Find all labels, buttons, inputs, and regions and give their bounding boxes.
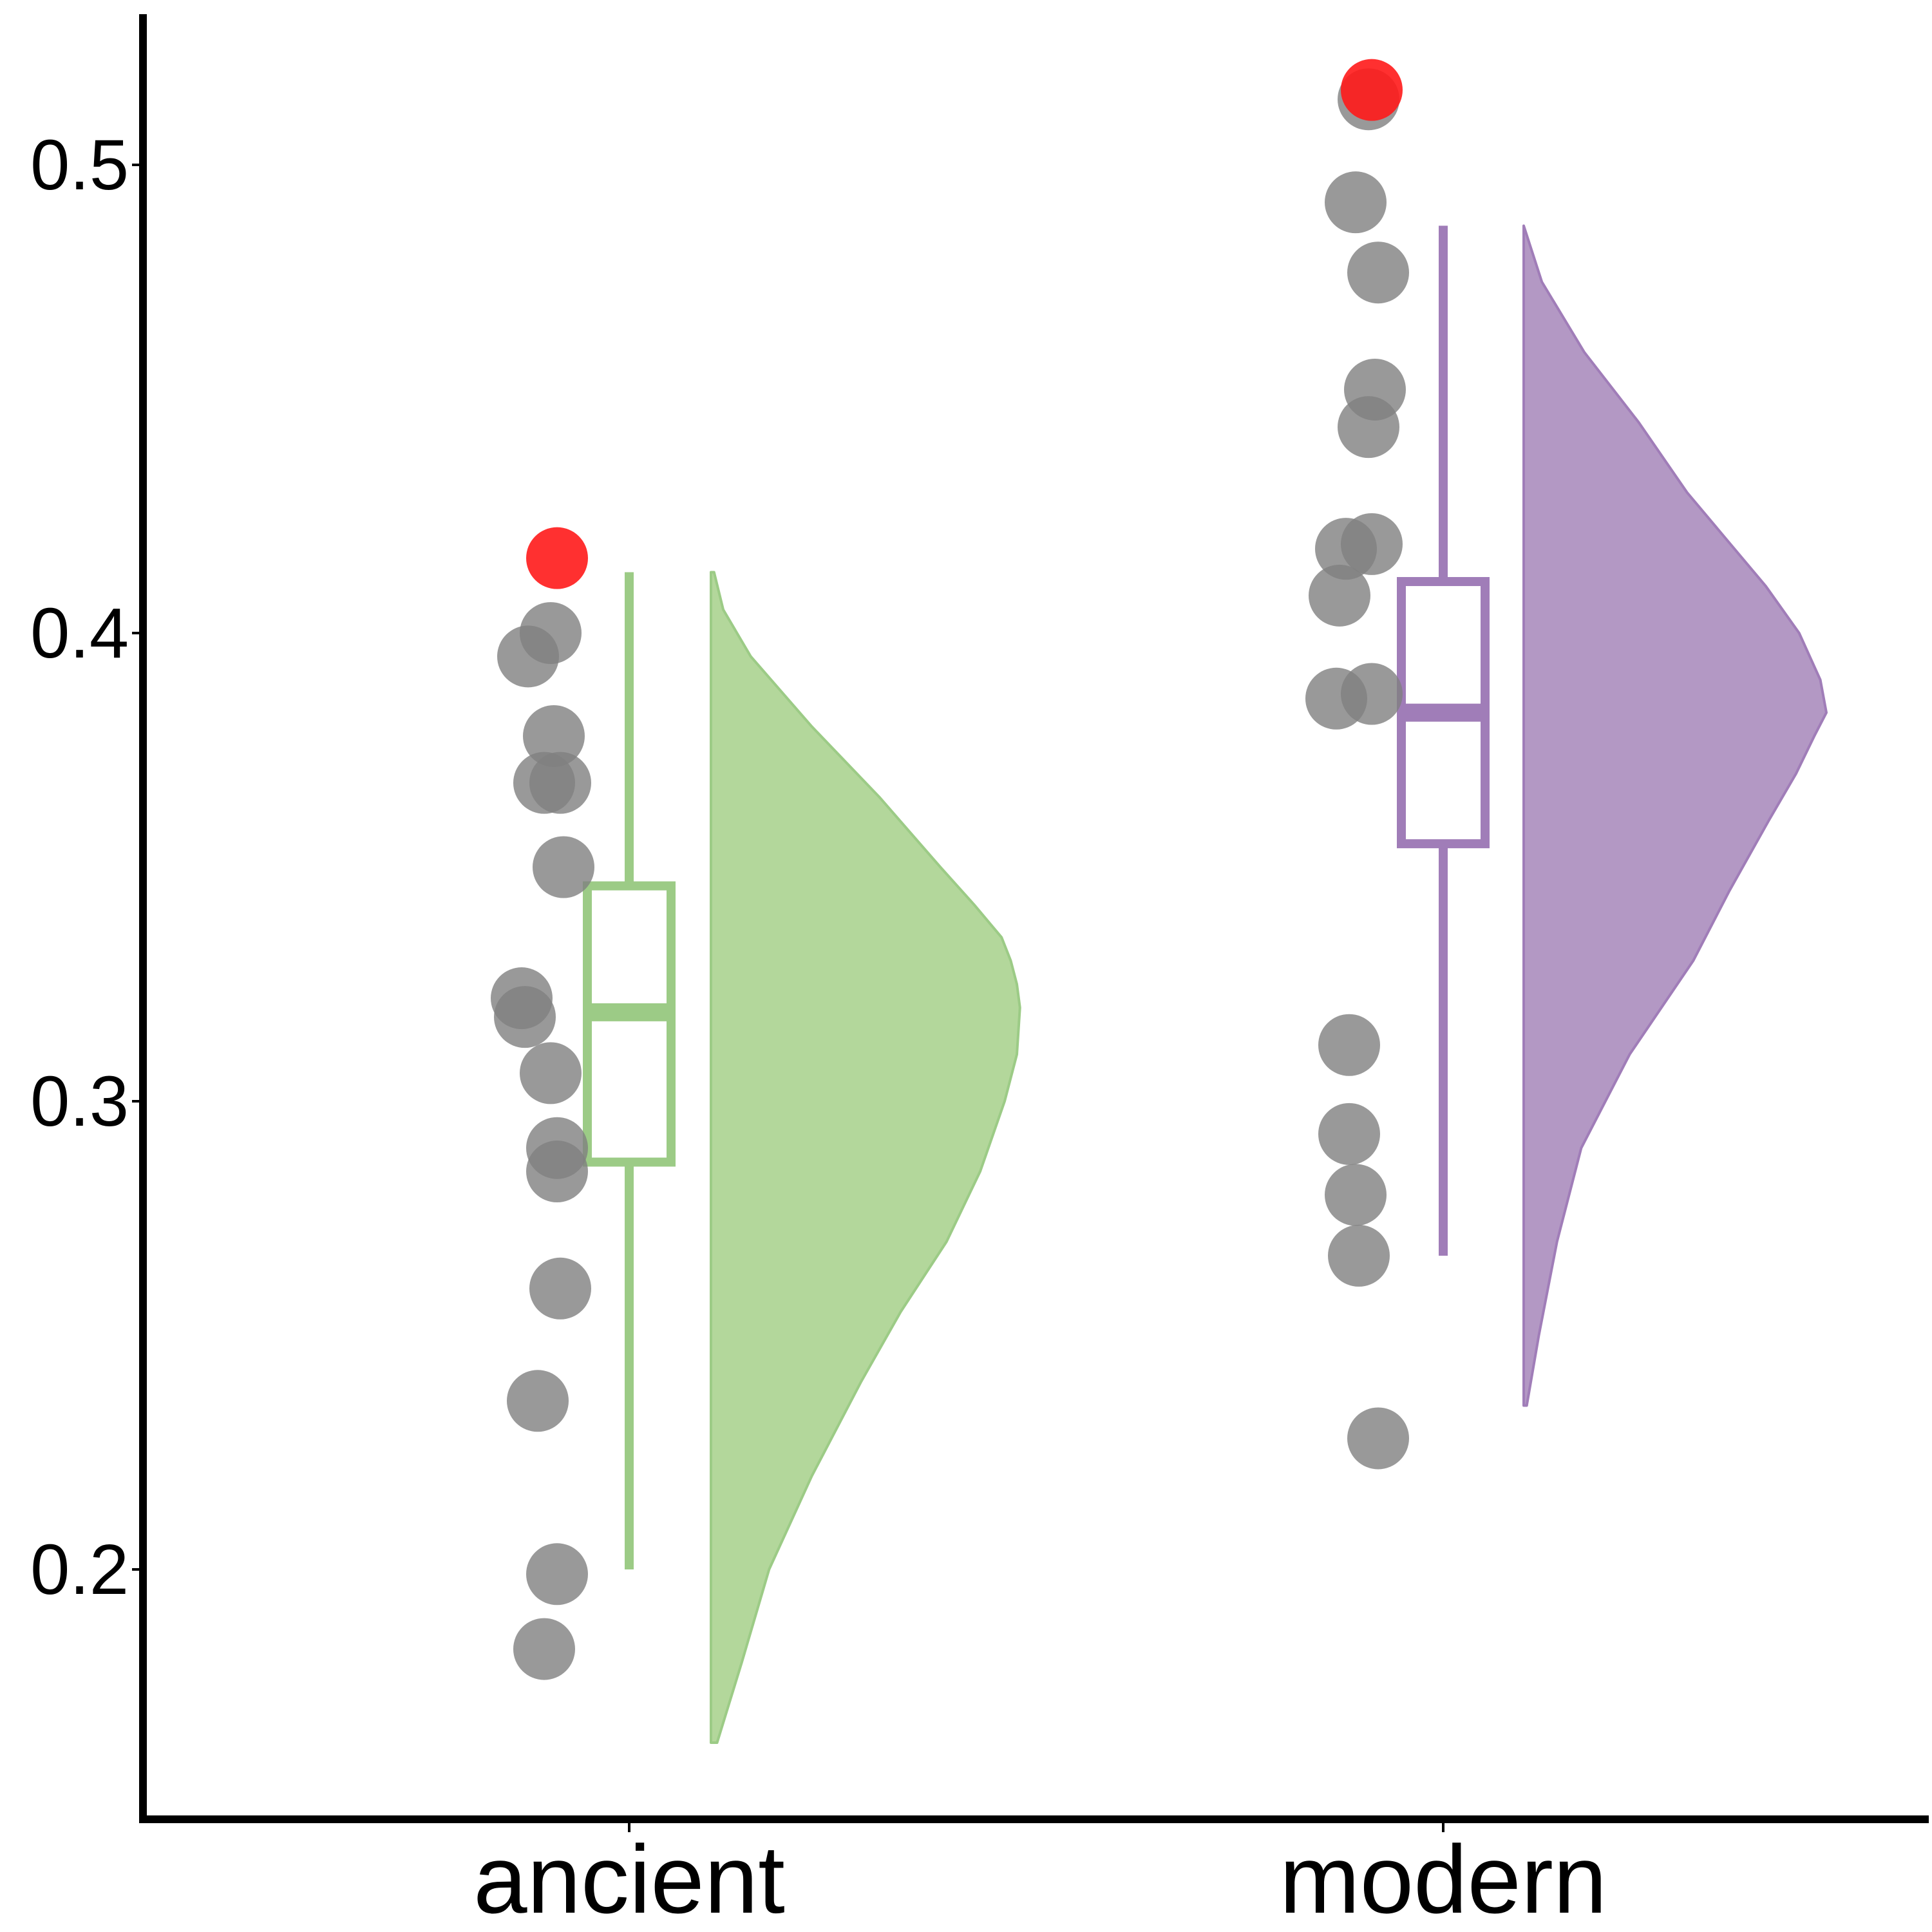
data-point-ancient: [513, 1618, 575, 1680]
data-point-ancient: [523, 705, 585, 767]
group-modern: [1305, 59, 1828, 1470]
density-modern: [1522, 224, 1828, 1407]
y-tick-label: 0.5: [30, 126, 129, 205]
data-point-modern: [1344, 358, 1406, 421]
group-ancient: [491, 527, 1021, 1744]
data-point-modern: [1325, 1164, 1387, 1226]
y-tick-label: 0.3: [30, 1062, 129, 1141]
data-point-ancient: [529, 752, 591, 814]
data-point-modern: [1328, 1224, 1390, 1287]
x-tick-label-ancient: ancient: [473, 1825, 785, 1932]
highlight-point-modern: [1341, 59, 1403, 121]
data-point-ancient: [507, 1370, 569, 1432]
data-point-modern: [1341, 663, 1403, 725]
data-point-modern: [1318, 1103, 1380, 1165]
data-point-modern: [1347, 242, 1409, 304]
data-point-ancient: [533, 836, 594, 898]
data-point-ancient: [526, 1543, 588, 1605]
data-point-modern: [1325, 171, 1387, 234]
data-point-ancient: [520, 602, 582, 664]
plot-area: [491, 59, 1828, 1744]
data-point-modern: [1309, 564, 1370, 627]
highlight-point-ancient: [526, 527, 588, 589]
data-point-modern: [1318, 1014, 1380, 1076]
data-point-ancient: [526, 1117, 588, 1179]
density-ancient: [710, 571, 1021, 1744]
data-point-ancient: [491, 967, 553, 1030]
x-tick-label-modern: modern: [1280, 1825, 1607, 1932]
y-tick-label: 0.4: [30, 594, 129, 673]
y-tick-label: 0.2: [30, 1530, 129, 1609]
data-point-modern: [1341, 513, 1403, 575]
data-point-ancient: [529, 1257, 591, 1320]
data-point-ancient: [520, 1042, 582, 1104]
data-point-modern: [1347, 1407, 1409, 1470]
axes: ancient modern 0.2 0.3 0.4 0.5: [30, 14, 1929, 1932]
box-ancient: [583, 881, 676, 1167]
